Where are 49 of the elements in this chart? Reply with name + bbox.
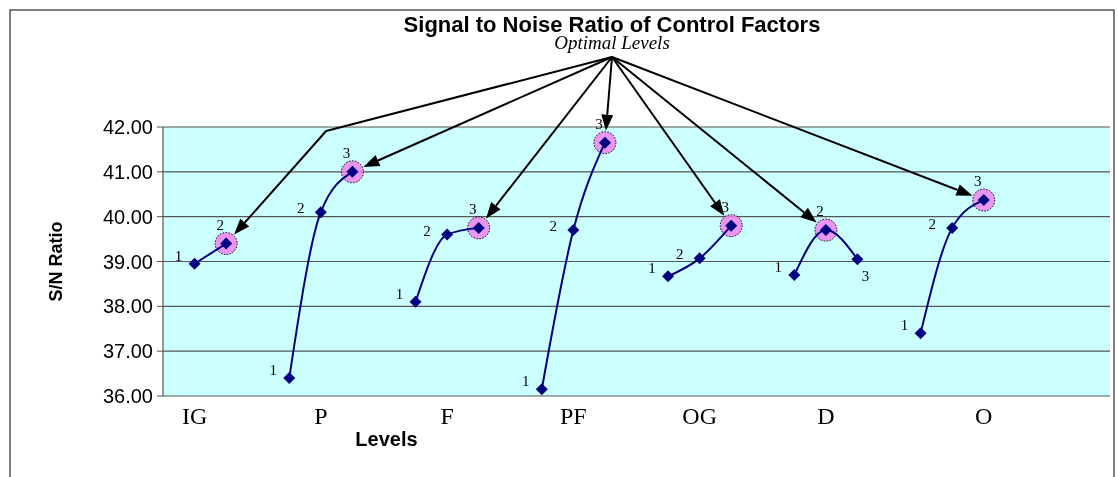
- annotation: 1: [174, 247, 183, 264]
- point: [535, 383, 548, 396]
- point: [441, 228, 454, 241]
- x-tick-label: IG: [181, 403, 208, 429]
- y-tick-label: 36.00: [102, 385, 153, 407]
- annotation: 1: [900, 317, 909, 334]
- annotation: 3: [861, 268, 870, 285]
- y-tick-label: 37.00: [102, 340, 153, 363]
- annotation: 1: [395, 285, 404, 302]
- x-tick-label: F: [440, 403, 454, 429]
- y-tick-label: 41.00: [102, 160, 153, 183]
- point: [946, 221, 959, 234]
- annotation: 1: [269, 362, 278, 379]
- point: [314, 206, 327, 219]
- y-axis-title: S/N Ratio: [46, 221, 66, 302]
- annotation: 2: [216, 216, 224, 233]
- annotation: 1: [648, 260, 656, 277]
- x-tick-label: PF: [560, 403, 587, 429]
- annotation: 2: [816, 203, 824, 220]
- x-tick-label: D: [817, 403, 835, 429]
- x-tick-label: P: [314, 403, 328, 429]
- point: [788, 268, 801, 281]
- point: [662, 270, 675, 283]
- point: [283, 372, 296, 385]
- point: [567, 224, 580, 237]
- annotation: 3: [973, 173, 982, 190]
- point: [693, 252, 706, 265]
- annotation: 3: [342, 144, 351, 161]
- annotation: 1: [522, 373, 530, 390]
- x-tick-label: O: [975, 403, 993, 429]
- annotation: 2: [297, 200, 305, 217]
- annotation: 2: [675, 246, 684, 263]
- point: [851, 253, 864, 266]
- y-tick-label: 39.00: [102, 250, 153, 273]
- annotation: 3: [468, 200, 477, 217]
- annotation: 2: [423, 222, 431, 239]
- annotation: 3: [595, 115, 603, 132]
- annotation: 2: [928, 215, 936, 232]
- point: [188, 257, 201, 270]
- point: [914, 327, 927, 340]
- y-tick-label: 40.00: [102, 205, 153, 228]
- y-tick-label: 38.00: [102, 295, 153, 318]
- annotation: 3: [721, 198, 729, 215]
- y-tick-label: 42.00: [102, 116, 153, 138]
- x-tick-label: OG: [682, 403, 717, 429]
- annotation: 1: [774, 258, 783, 275]
- annotation: 2: [549, 218, 558, 235]
- x-axis-title: Levels: [355, 428, 418, 450]
- point: [409, 295, 422, 308]
